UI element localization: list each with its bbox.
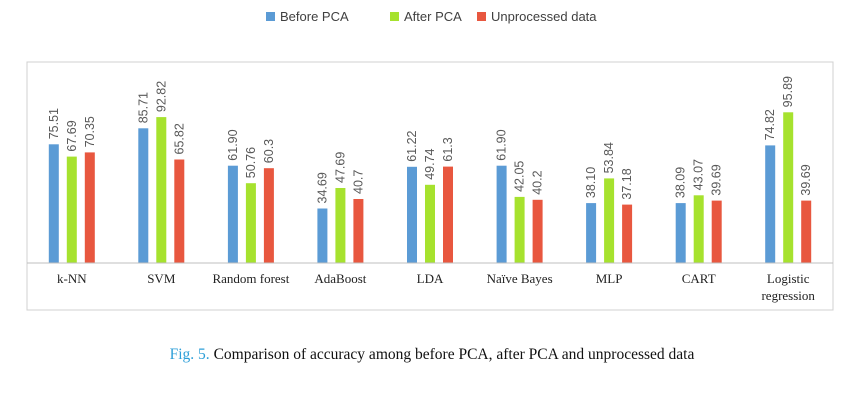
value-label-0-8: 74.82 xyxy=(763,109,777,140)
value-label-1-0: 67.69 xyxy=(65,120,79,151)
bar-1-0 xyxy=(66,156,77,263)
bar-2-1 xyxy=(174,159,185,263)
legend-swatch-2 xyxy=(477,12,486,21)
value-label-1-7: 43.07 xyxy=(692,159,706,190)
value-label-0-6: 38.10 xyxy=(584,167,598,198)
bar-1-1 xyxy=(156,117,167,263)
value-label-1-5: 42.05 xyxy=(513,161,527,192)
figure-number: Fig. 5. xyxy=(169,346,210,363)
bar-1-2 xyxy=(245,183,256,263)
bar-0-6 xyxy=(586,203,597,263)
category-label-8: Logistic regression xyxy=(761,271,815,303)
x-tick-labels: k-NN SVM Random forest AdaBoost LDA Naïve Bay… xyxy=(57,271,815,303)
bar-0-4 xyxy=(407,166,417,263)
value-label-2-3: 40.7 xyxy=(351,170,365,194)
value-label-2-4: 61.3 xyxy=(441,137,455,161)
bar-2-6 xyxy=(622,204,633,263)
legend-label-2: Unprocessed data xyxy=(491,9,597,24)
value-label-0-5: 61.90 xyxy=(495,129,509,160)
category-label-1: SVM xyxy=(147,271,176,286)
category-label-4: LDA xyxy=(417,271,444,286)
value-label-1-3: 47.69 xyxy=(333,152,347,183)
category-label-7: CART xyxy=(682,271,716,286)
value-label-0-4: 61.22 xyxy=(405,130,419,161)
plot-frame xyxy=(26,61,834,311)
value-label-1-8: 95.89 xyxy=(781,76,795,107)
bar-2-4 xyxy=(443,166,453,263)
category-label-2: Random forest xyxy=(212,271,289,286)
category-label-6: MLP xyxy=(596,271,623,286)
chart-legend: Before PCA After PCA Unprocessed data xyxy=(266,9,597,24)
value-label-0-1: 85.71 xyxy=(136,92,150,123)
bar-0-8 xyxy=(765,145,776,263)
value-label-0-0: 75.51 xyxy=(47,108,61,139)
bar-2-3 xyxy=(353,199,364,263)
bar-2-8 xyxy=(801,200,812,263)
value-label-2-1: 65.82 xyxy=(172,123,186,154)
value-label-1-2: 50.76 xyxy=(244,147,258,178)
category-label-3: AdaBoost xyxy=(314,271,366,286)
value-label-1-1: 92.82 xyxy=(154,81,168,112)
bar-1-6 xyxy=(604,178,615,263)
bar-2-7 xyxy=(711,200,722,263)
bar-0-0 xyxy=(48,144,59,263)
bar-0-2 xyxy=(227,165,238,263)
legend-swatch-0 xyxy=(266,12,275,21)
bar-2-0 xyxy=(84,152,95,263)
value-label-1-4: 49.74 xyxy=(423,148,437,179)
value-label-2-2: 60.3 xyxy=(262,139,276,163)
bar-2-5 xyxy=(532,199,543,263)
bar-0-3 xyxy=(317,208,328,263)
bar-1-8 xyxy=(783,112,794,263)
category-label-0: k-NN xyxy=(57,271,87,286)
value-label-1-6: 53.84 xyxy=(602,142,616,173)
bar-0-5 xyxy=(496,165,507,263)
legend-label-1: After PCA xyxy=(404,9,462,24)
bar-1-4 xyxy=(425,184,435,263)
bar-1-3 xyxy=(335,188,346,263)
bar-0-7 xyxy=(675,203,686,263)
figure-caption-text: Comparison of accuracy among before PCA,… xyxy=(213,346,695,363)
bar-1-7 xyxy=(693,195,704,263)
value-label-2-5: 40.2 xyxy=(531,170,545,194)
accuracy-bar-chart: Before PCA After PCA Unprocessed data 75.5… xyxy=(26,9,834,311)
value-label-0-7: 38.09 xyxy=(674,167,688,198)
bar-1-5 xyxy=(514,196,525,263)
legend-label-0: Before PCA xyxy=(280,9,349,24)
value-label-2-8: 39.69 xyxy=(799,164,813,195)
bar-group: 75.51 67.69 70.35 85.71 92.82 65.82 61.90 50.76… xyxy=(47,76,813,263)
bar-2-2 xyxy=(263,168,274,263)
category-label-5: Naïve Bayes xyxy=(487,271,553,286)
value-label-0-3: 34.69 xyxy=(315,172,329,203)
legend-swatch-1 xyxy=(390,12,399,21)
value-label-2-0: 70.35 xyxy=(83,116,97,147)
value-label-0-2: 61.90 xyxy=(226,129,240,160)
value-label-2-7: 39.69 xyxy=(710,164,724,195)
bar-0-1 xyxy=(138,128,149,263)
value-label-2-6: 37.18 xyxy=(620,168,634,199)
figure-caption: Fig. 5. Comparison of accuracy among bef… xyxy=(0,346,864,364)
